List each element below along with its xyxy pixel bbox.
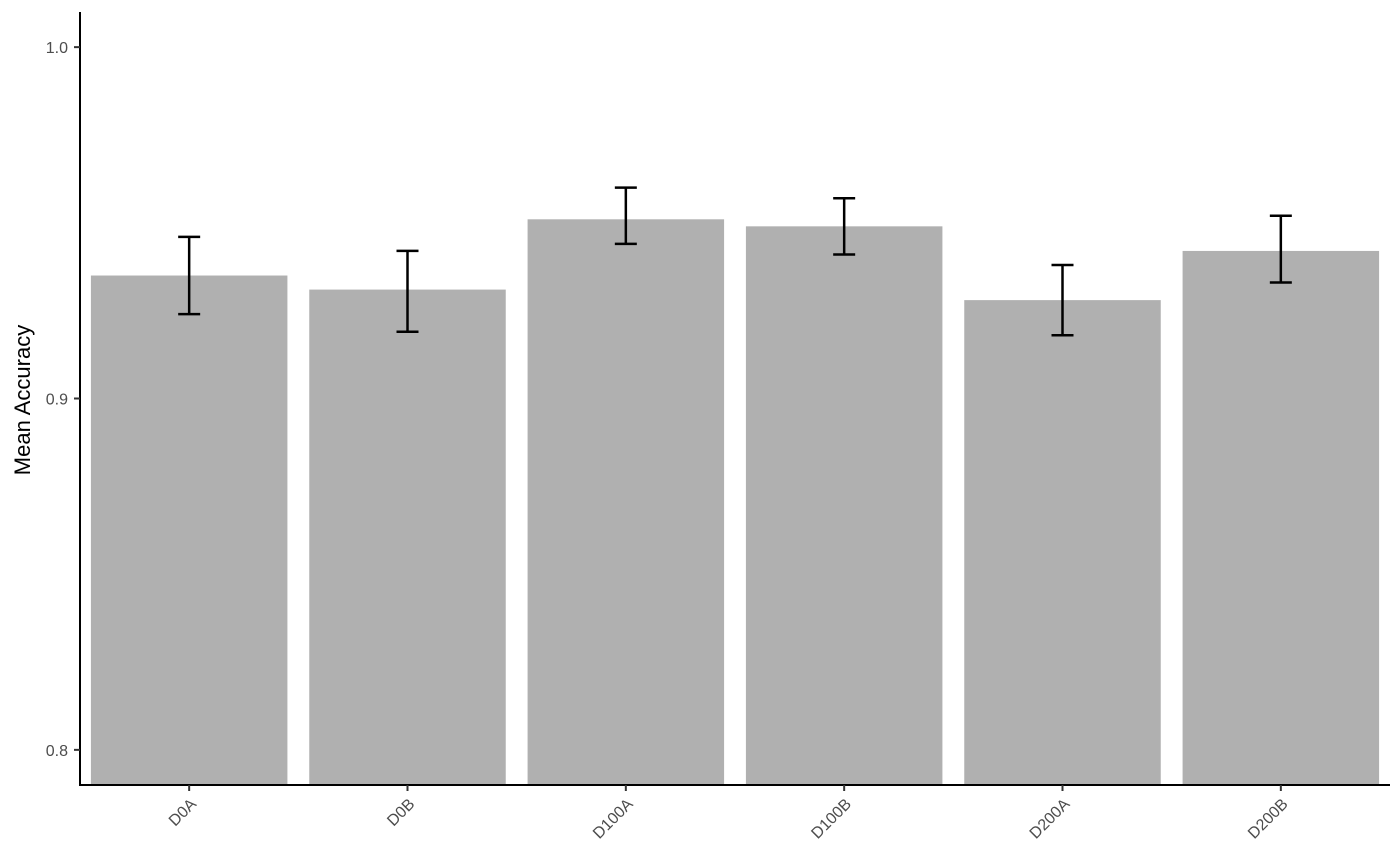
bars-group xyxy=(90,219,1380,786)
bar-d100a xyxy=(527,219,725,785)
y-tick-label: 0.9 xyxy=(46,392,68,409)
x-ticks-group: D0A D0B D100A D100B D200A D200B xyxy=(166,785,1292,842)
x-tick-label: D200B xyxy=(1245,796,1292,843)
error-bar-d0a xyxy=(178,235,201,316)
bar-d0b xyxy=(309,289,506,785)
y-axis-title: Mean Accuracy xyxy=(10,325,35,475)
x-tick-label: D100B xyxy=(808,796,855,843)
bar-d100b xyxy=(745,226,943,786)
error-bars-group xyxy=(178,186,1292,337)
y-tick-label: 0.8 xyxy=(46,743,68,760)
bar-d0a xyxy=(90,275,288,785)
x-tick-label: D0A xyxy=(166,796,200,830)
bar-d200b xyxy=(1182,250,1380,786)
x-tick-label: D100A xyxy=(590,796,637,843)
y-ticks-group: 0.8 0.9 1.0 xyxy=(46,40,80,760)
error-bar-d200b xyxy=(1269,214,1292,284)
x-tick-label: D0B xyxy=(384,796,418,830)
x-tick-label: D200A xyxy=(1027,796,1074,843)
bar-d200a xyxy=(964,300,1161,785)
error-bar-d0b xyxy=(396,249,419,333)
error-bar-d100b xyxy=(833,196,856,256)
error-bar-d100a xyxy=(614,186,637,246)
error-bar-d200a xyxy=(1051,263,1074,337)
y-tick-label: 1.0 xyxy=(46,40,68,57)
